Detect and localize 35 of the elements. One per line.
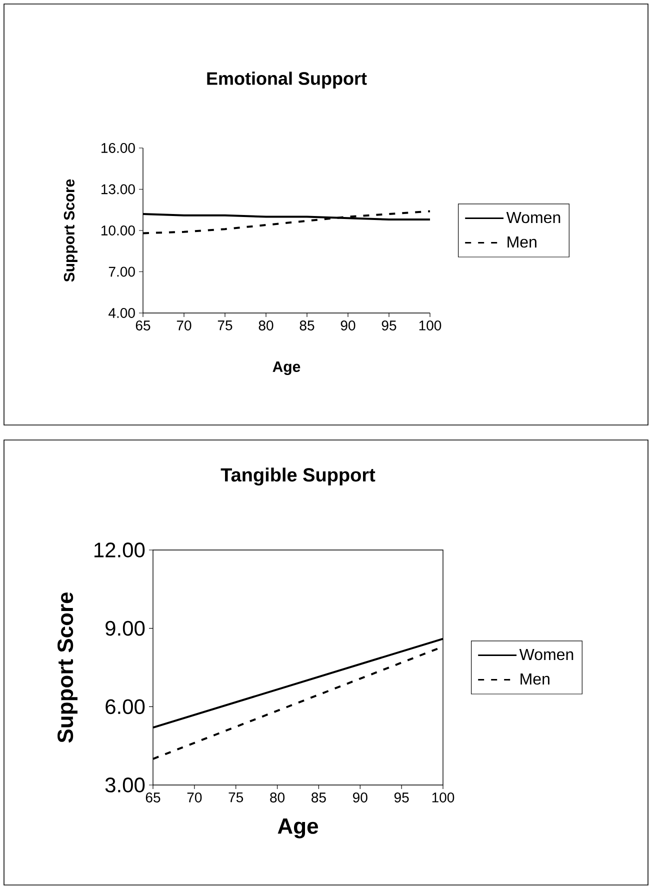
y-axis-title: Support Score <box>64 179 78 282</box>
chart-title: Tangible Support <box>220 468 376 486</box>
x-tick-label: 100 <box>419 320 442 330</box>
x-tick-label: 75 <box>228 792 244 802</box>
x-tick-label: 75 <box>218 320 232 330</box>
y-tick-label: 13.00 <box>101 184 135 194</box>
y-tick-label: 9.00 <box>106 620 145 636</box>
x-axis-title: Age <box>272 362 300 376</box>
y-axis-title: Support Score <box>58 592 78 743</box>
legend-label: Women <box>506 212 560 224</box>
x-tick-label: 80 <box>270 792 285 802</box>
x-tick-label: 95 <box>394 792 409 802</box>
x-tick-label: 90 <box>353 792 368 802</box>
x-tick-label: 65 <box>146 792 160 802</box>
x-tick-label: 100 <box>432 792 454 802</box>
x-tick-label: 70 <box>187 792 202 802</box>
x-tick-label: 95 <box>382 320 396 330</box>
y-tick-label: 6.00 <box>106 699 145 714</box>
x-tick-label: 80 <box>258 320 274 330</box>
y-tick-label: 3.00 <box>105 778 145 792</box>
x-tick-label: 65 <box>136 320 150 330</box>
x-axis-title: Age <box>278 818 318 838</box>
chart-title: Emotional Support <box>207 72 367 88</box>
legend-label: Men <box>520 673 550 685</box>
y-tick-label: 12.00 <box>94 542 145 558</box>
y-tick-label: 4.00 <box>108 308 135 318</box>
x-tick-label: 85 <box>300 320 314 330</box>
legend-label: Women <box>519 648 574 660</box>
legend-label: Men <box>508 236 536 248</box>
x-tick-label: 70 <box>176 320 192 330</box>
y-tick-label: 16.00 <box>101 143 135 153</box>
x-tick-label: 90 <box>340 320 356 330</box>
y-tick-label: 10.00 <box>101 226 135 236</box>
x-tick-label: 85 <box>312 792 326 802</box>
y-tick-label: 7.00 <box>108 266 135 277</box>
